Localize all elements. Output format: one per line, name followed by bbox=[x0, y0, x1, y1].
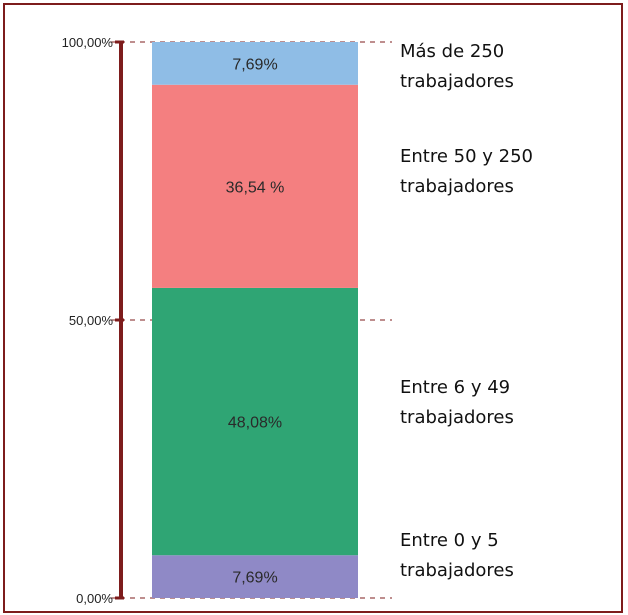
segment-value-label-0: 7,69% bbox=[232, 570, 277, 587]
bar-segment-3 bbox=[152, 42, 358, 85]
segment-value-label-1: 48,08% bbox=[228, 415, 282, 432]
bar-segment-2 bbox=[152, 84, 358, 288]
segment-name-3-line-0: Más de 250 bbox=[400, 41, 504, 62]
bar-segment-0 bbox=[152, 555, 358, 598]
y-axis: 0,00% 50,00% 100,00% bbox=[62, 35, 124, 606]
segment-name-3-line-1: trabajadores bbox=[400, 71, 514, 92]
y-tick-label-0: 0,00% bbox=[76, 591, 113, 606]
segment-name-0-line-1: trabajadores bbox=[400, 560, 514, 581]
segment-name-2-line-0: Entre 50 y 250 bbox=[400, 146, 533, 167]
segment-name-1-line-1: trabajadores bbox=[400, 407, 514, 428]
segment-name-1-line-0: Entre 6 y 49 bbox=[400, 377, 510, 398]
segment-value-label-3: 7,69% bbox=[232, 56, 277, 73]
y-tick-label-2: 100,00% bbox=[62, 35, 114, 50]
segment-legend: Entre 0 y 5 trabajadores Entre 6 y 49 traba… bbox=[400, 41, 533, 581]
y-tick-label-1: 50,00% bbox=[69, 313, 114, 328]
segment-name-0-line-0: Entre 0 y 5 bbox=[400, 530, 499, 551]
bar-segment-1 bbox=[152, 287, 358, 556]
segment-name-2-line-1: trabajadores bbox=[400, 176, 514, 197]
segment-value-label-2: 36,54 % bbox=[226, 179, 285, 196]
stacked-bar: 7,69% 48,08% 36,54 % 7,69% bbox=[152, 42, 358, 598]
